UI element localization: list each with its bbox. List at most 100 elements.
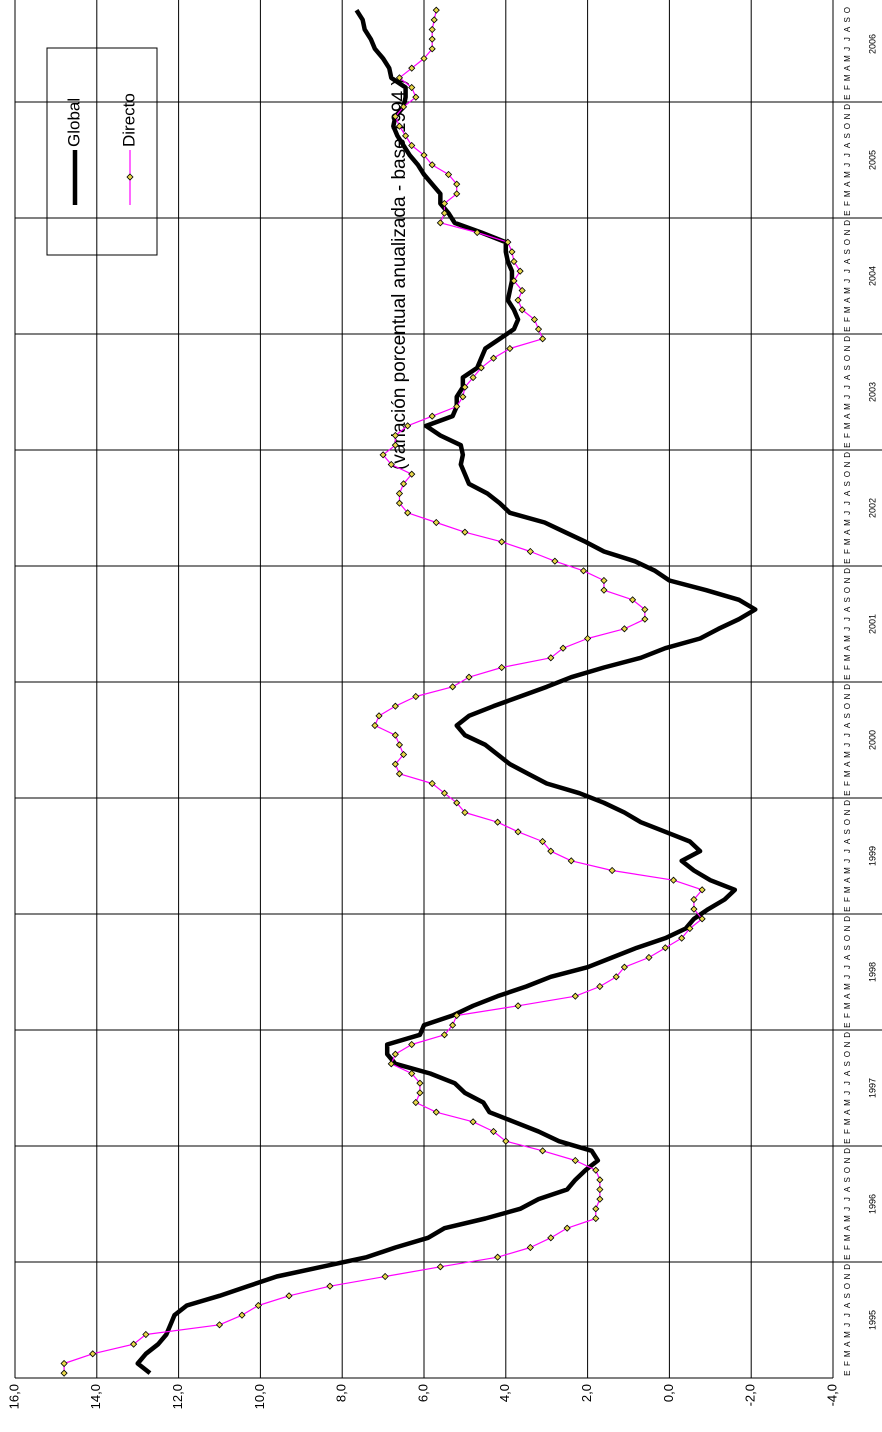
series-marker [408,1069,416,1078]
series-marker [584,634,592,643]
series-marker [412,1098,420,1107]
series-marker [391,760,399,768]
month-label: O [843,1051,852,1057]
month-label: O [843,703,852,709]
month-label: M [843,1002,852,1009]
series-marker [461,383,469,391]
series-marker [506,344,514,353]
series-marker [326,1282,334,1290]
month-label: S [843,597,852,602]
month-label: J [843,1207,852,1211]
month-label: O [843,1167,852,1173]
series-marker [551,557,559,565]
series-marker [502,1137,510,1145]
month-label: A [843,1225,852,1231]
legend-label: Directo [119,93,138,147]
value-tick-label: 2,0 [579,1384,594,1402]
month-label: M [843,983,852,990]
series-marker [477,364,485,372]
year-label: 1995 [867,1310,877,1330]
month-label: N [843,809,852,815]
series-marker [375,712,383,720]
series-marker [608,866,616,875]
series-marker [690,895,698,904]
month-label: J [843,617,852,621]
series-marker [596,982,604,991]
month-label: A [843,606,852,612]
series-marker [612,973,620,981]
series-marker [600,586,608,594]
series-marker [428,161,436,169]
month-label: J [843,269,852,273]
series-marker [641,605,649,614]
series-marker [416,1089,424,1097]
month-label: M [843,306,852,313]
month-label: D [843,800,852,806]
month-label: J [843,47,852,51]
legend-marker [126,173,134,181]
series-marker [514,1002,522,1010]
month-label: O [843,7,852,13]
month-label: D [843,684,852,690]
series-marker [526,547,534,556]
series-marker [526,1243,534,1252]
month-label: D [843,1264,852,1270]
series-marker [371,721,379,730]
month-label: D [843,104,852,110]
legend-box [46,47,158,256]
series-marker [645,953,653,962]
month-label: D [843,1032,852,1038]
series-marker [238,1311,246,1319]
month-label: O [843,471,852,477]
month-label: E [843,1138,852,1143]
series-marker [440,1031,449,1039]
series-marker [408,470,416,478]
month-label: A [843,838,852,844]
month-label: E [843,1022,852,1027]
month-label: M [843,55,852,62]
series-marker [547,847,555,855]
value-tick-label: 4,0 [497,1384,512,1402]
series-marker [571,992,579,1000]
series-marker [547,654,555,662]
series-marker [89,1350,97,1358]
month-label: A [843,722,852,728]
series-marker [567,857,575,865]
series-marker [449,683,457,691]
series-marker [428,412,436,420]
month-label: F [843,201,852,206]
month-label: M [843,1099,852,1106]
series-marker [592,1214,600,1223]
year-label: 1997 [867,1078,877,1098]
month-label: F [843,781,852,786]
series-marker [436,219,444,227]
month-label: O [843,819,852,825]
month-label: M [843,770,852,777]
month-label: F [843,665,852,670]
series-marker [690,905,698,913]
month-label: N [843,693,852,699]
series-marker [428,779,436,788]
series-marker [399,750,408,759]
month-label: J [843,501,852,505]
month-label: F [843,85,852,90]
series-marker [254,1301,262,1310]
series-marker [395,122,404,130]
series-marker [489,354,498,362]
month-label: J [843,627,852,631]
month-label: A [843,1341,852,1347]
series-marker [399,480,408,488]
month-label: A [843,1070,852,1076]
month-label: J [843,37,852,41]
month-label: S [843,713,852,718]
series-marker [661,944,669,952]
value-tick-label: -4,0 [824,1384,839,1406]
series-marker [510,257,518,266]
series-line [63,10,703,1374]
month-label: M [843,171,852,178]
month-label: J [843,1197,852,1201]
month-label: A [843,374,852,380]
month-label: N [843,345,852,351]
series-marker [432,6,440,14]
month-label: M [843,635,852,642]
